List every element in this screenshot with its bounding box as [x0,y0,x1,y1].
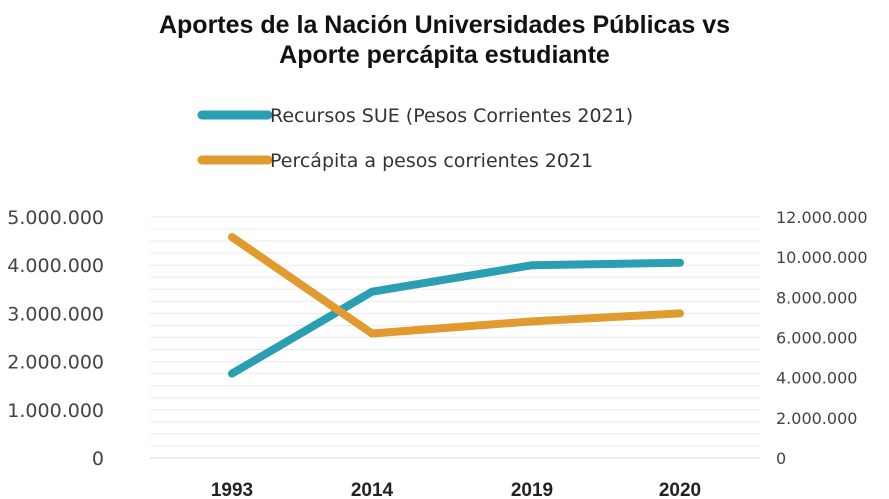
y-axis-left: 0 1.000.000 2.000.000 3.000.000 4.000.000 5.0… [7,207,104,470]
series-lines [228,233,684,378]
y-left-tick-label: 5.000.000 [7,207,104,229]
y-right-tick-label: 8.000.000 [776,288,857,307]
y-left-tick-label: 3.000.000 [7,303,104,325]
y-left-tick-label: 1.000.000 [7,400,104,422]
series-line-1 [228,258,684,378]
x-tick-label: 1993 [211,480,253,499]
legend: Recursos SUE (Pesos Corrientes 2021) Perc… [197,105,633,172]
y-right-tick-label: 12.000.000 [776,208,868,227]
y-axis-right: 0 2.000.000 4.000.000 6.000.000 8.000.000 10.… [776,208,868,468]
chart-title-line-1: Aportes de la Nación Universidades Públi… [158,11,731,39]
x-tick-label: 2020 [659,480,701,499]
legend-label: Recursos SUE (Pesos Corrientes 2021) [270,105,633,127]
y-right-tick-label: 10.000.000 [776,248,868,267]
series-line-2 [228,233,684,338]
y-left-tick-label: 0 [92,448,104,470]
chart-title-line-2: Aporte percápita estudiante [279,41,610,69]
x-axis: 1993 2014 2019 2020 [211,480,701,499]
gridlines [150,216,760,459]
y-right-tick-label: 6.000.000 [776,329,857,348]
y-right-tick-label: 2.000.000 [776,409,857,428]
y-left-tick-label: 4.000.000 [7,255,104,277]
x-tick-label: 2019 [511,480,553,499]
y-left-tick-label: 2.000.000 [7,352,104,374]
x-tick-label: 2014 [351,480,394,499]
chart-title: Aportes de la Nación Universidades Públi… [0,10,889,70]
y-right-tick-label: 0 [776,449,786,468]
y-right-tick-label: 4.000.000 [776,369,857,388]
legend-label: Percápita a pesos corrientes 2021 [270,150,593,172]
